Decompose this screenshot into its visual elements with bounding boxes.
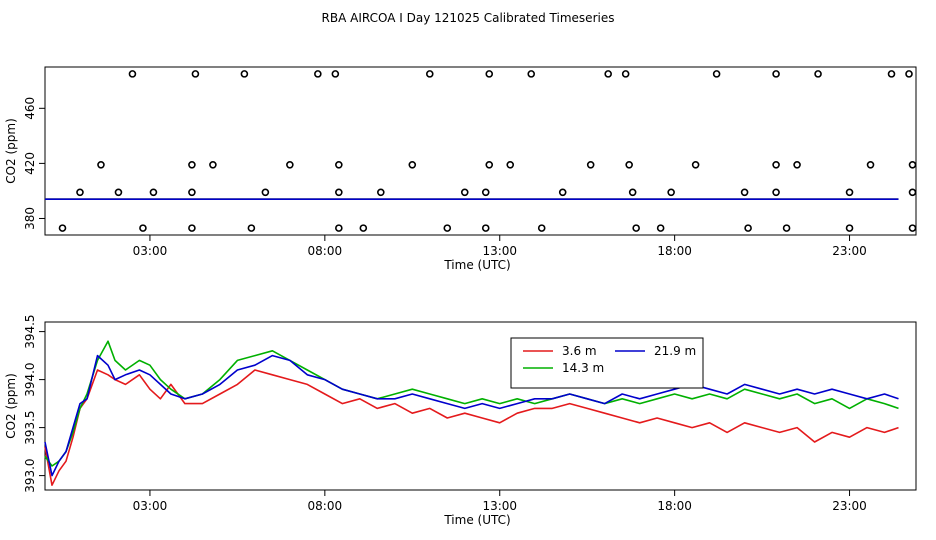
bottom-x-axis-title: Time (UTC) (443, 513, 510, 527)
top-scatter-point (58, 224, 67, 232)
top-plot-frame (44, 66, 917, 236)
top-scatter-point (240, 70, 249, 78)
top-scatter-point (485, 70, 494, 78)
top-scatter-point (139, 224, 147, 232)
legend-box (510, 337, 704, 389)
top-x-tick-label: 18:00 (657, 244, 692, 258)
top-scatter-point (408, 160, 417, 169)
top-scatter-point (586, 160, 595, 169)
top-scatter-point (845, 188, 854, 197)
top-scatter-point (632, 224, 640, 232)
top-scatter-point (314, 70, 322, 78)
top-y-tick-label: 420 (23, 152, 37, 175)
top-scatter-point (335, 188, 343, 197)
top-scatter-point (485, 160, 494, 169)
top-scatter-point (845, 224, 854, 232)
top-scatter-point (128, 70, 137, 78)
top-scatter-point (905, 70, 913, 78)
bottom-x-tick-label: 13:00 (482, 499, 517, 513)
top-scatter-point (188, 188, 196, 197)
top-scatter-point (481, 224, 490, 232)
top-scatter-point (335, 224, 343, 232)
top-scatter-point (656, 224, 665, 232)
top-x-tick-label: 13:00 (482, 244, 517, 258)
top-scatter-point (247, 224, 256, 232)
bottom-x-tick-label: 23:00 (832, 499, 867, 513)
top-scatter-point (443, 224, 452, 232)
top-scatter-point (558, 188, 567, 197)
legend-label: 14.3 m (562, 361, 604, 375)
top-scatter-point (621, 70, 630, 78)
top-scatter-point (149, 188, 158, 197)
top-scatter-point (506, 160, 515, 169)
top-scatter-point (537, 224, 546, 232)
top-scatter-point (331, 70, 340, 78)
top-scatter-point (908, 160, 917, 169)
top-scatter-point (527, 70, 536, 78)
bottom-x-tick-label: 03:00 (133, 499, 168, 513)
bottom-y-tick-label: 393.5 (23, 410, 37, 444)
top-scatter-point (772, 70, 780, 78)
top-scatter-point (286, 160, 294, 169)
figure-title: RBA AIRCOA I Day 121025 Calibrated Times… (322, 11, 615, 25)
top-scatter-point (740, 188, 749, 197)
top-scatter-point (335, 160, 343, 169)
top-scatter-point (814, 70, 822, 78)
top-scatter-point (604, 70, 612, 78)
top-scatter-point (188, 160, 196, 169)
top-scatter-point (772, 160, 780, 169)
top-scatter-point (359, 224, 368, 232)
legend-label: 3.6 m (562, 344, 597, 358)
top-x-axis-title: Time (UTC) (443, 258, 510, 272)
top-scatter-point (628, 188, 637, 197)
top-scatter-point (261, 188, 270, 197)
top-scatter-point (667, 188, 675, 197)
top-scatter-point (76, 188, 84, 197)
top-scatter-point (377, 188, 385, 197)
top-scatter-point (209, 160, 217, 169)
bottom-y-tick-label: 394.5 (23, 314, 37, 348)
bottom-plot-frame (44, 321, 917, 491)
top-scatter-point (425, 70, 434, 78)
top-scatter-point (481, 188, 490, 197)
top-scatter-point (782, 224, 791, 232)
top-scatter-point (887, 70, 896, 78)
top-y-tick-label: 460 (23, 97, 37, 120)
top-scatter-point (712, 70, 721, 78)
top-y-axis-title: CO2 (ppm) (4, 118, 18, 184)
top-scatter-point (866, 160, 875, 169)
bottom-series-line-2 (44, 354, 899, 477)
bottom-y-tick-label: 394.0 (23, 362, 37, 396)
top-scatter-point (460, 188, 469, 197)
top-scatter-point (625, 160, 633, 169)
bottom-x-tick-label: 08:00 (308, 499, 343, 513)
bottom-series-line-1 (44, 340, 899, 467)
top-scatter-point (744, 224, 752, 232)
top-x-tick-label: 23:00 (832, 244, 867, 258)
top-scatter-point (191, 70, 200, 78)
top-y-tick-label: 380 (23, 207, 37, 230)
top-scatter-point (188, 224, 196, 232)
top-x-tick-label: 03:00 (133, 244, 168, 258)
top-scatter-point (908, 188, 917, 197)
bottom-y-tick-label: 393.0 (23, 458, 37, 492)
legend-label: 21.9 m (654, 344, 696, 358)
bottom-y-axis-title: CO2 (ppm) (4, 373, 18, 439)
top-scatter-point (908, 224, 917, 232)
bottom-series-line-0 (44, 369, 899, 486)
top-scatter-point (114, 188, 123, 197)
top-x-tick-label: 08:00 (308, 244, 343, 258)
top-scatter-point (772, 188, 780, 197)
top-scatter-point (691, 160, 700, 169)
bottom-x-tick-label: 18:00 (657, 499, 692, 513)
top-scatter-point (793, 160, 801, 169)
top-scatter-point (97, 160, 105, 169)
